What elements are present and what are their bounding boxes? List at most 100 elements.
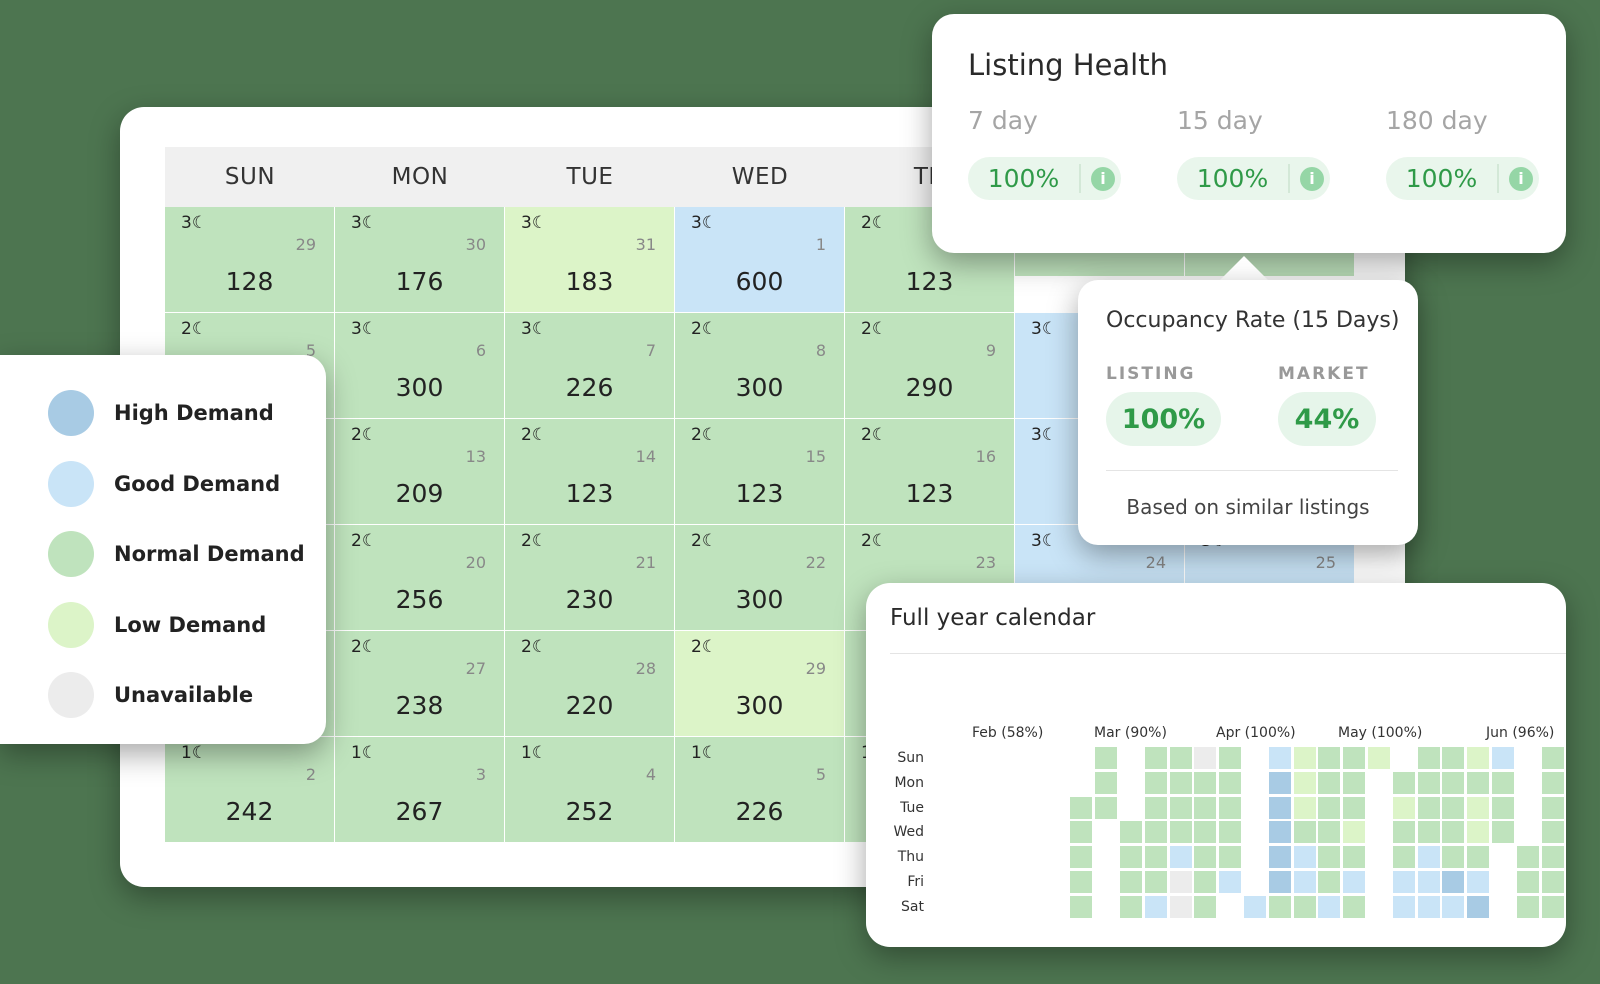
health-pill[interactable]: 100% i — [1177, 157, 1330, 200]
heatmap-day[interactable] — [1219, 871, 1242, 893]
heatmap-day[interactable] — [1144, 771, 1167, 794]
heatmap-day[interactable] — [1343, 871, 1366, 893]
heatmap-day[interactable] — [1516, 871, 1539, 893]
heatmap-day[interactable] — [1169, 895, 1192, 918]
heatmap-day[interactable] — [1169, 771, 1192, 794]
heatmap-day[interactable] — [1318, 821, 1341, 844]
heatmap-day[interactable] — [1417, 895, 1440, 918]
heatmap-day[interactable] — [1144, 846, 1167, 869]
heatmap-day[interactable] — [1268, 821, 1291, 844]
heatmap-day[interactable] — [1392, 821, 1415, 844]
heatmap-day[interactable] — [1392, 871, 1415, 893]
heatmap-day[interactable] — [1169, 821, 1192, 844]
heatmap-day[interactable] — [1144, 796, 1167, 819]
heatmap-day[interactable] — [1541, 747, 1564, 769]
heatmap-day[interactable] — [1194, 771, 1217, 794]
heatmap-day[interactable] — [1343, 895, 1366, 918]
calendar-day-cell[interactable]: 2☾ 29 300 — [675, 631, 845, 737]
heatmap-day[interactable] — [1467, 895, 1490, 918]
heatmap-day[interactable] — [1144, 821, 1167, 844]
heatmap-day[interactable] — [1144, 871, 1167, 893]
calendar-day-cell[interactable]: 1☾ 3 267 — [335, 737, 505, 843]
heatmap-day[interactable] — [1417, 796, 1440, 819]
calendar-day-cell[interactable]: 2☾ 16 123 — [845, 419, 1015, 525]
heatmap-day[interactable] — [1244, 895, 1266, 918]
info-icon[interactable]: i — [1091, 166, 1115, 191]
heatmap-day[interactable] — [1467, 747, 1490, 769]
heatmap-day[interactable] — [1070, 871, 1093, 893]
heatmap-day[interactable] — [1120, 871, 1142, 893]
heatmap-day[interactable] — [1070, 846, 1093, 869]
heatmap-day[interactable] — [1293, 821, 1316, 844]
heatmap-day[interactable] — [1194, 796, 1217, 819]
heatmap-day[interactable] — [1541, 846, 1564, 869]
heatmap-day[interactable] — [1194, 871, 1217, 893]
heatmap-day[interactable] — [1343, 821, 1366, 844]
heatmap-day[interactable] — [1392, 796, 1415, 819]
heatmap-day[interactable] — [1318, 771, 1341, 794]
heatmap-day[interactable] — [1417, 871, 1440, 893]
heatmap-day[interactable] — [1268, 796, 1291, 819]
heatmap-day[interactable] — [1516, 846, 1539, 869]
heatmap-day[interactable] — [1318, 796, 1341, 819]
heatmap-day[interactable] — [1144, 747, 1167, 769]
heatmap-day[interactable] — [1442, 747, 1465, 769]
calendar-day-cell[interactable]: 1☾ 5 226 — [675, 737, 845, 843]
heatmap-day[interactable] — [1219, 796, 1242, 819]
heatmap-day[interactable] — [1268, 871, 1291, 893]
heatmap-day[interactable] — [1070, 821, 1093, 844]
heatmap-day[interactable] — [1442, 871, 1465, 893]
calendar-day-cell[interactable]: 2☾ 15 123 — [675, 419, 845, 525]
heatmap-day[interactable] — [1343, 846, 1366, 869]
heatmap-day[interactable] — [1120, 821, 1142, 844]
heatmap-day[interactable] — [1293, 771, 1316, 794]
heatmap-day[interactable] — [1541, 796, 1564, 819]
calendar-day-cell[interactable]: 3☾ 6 300 — [335, 313, 505, 419]
heatmap-day[interactable] — [1293, 796, 1316, 819]
heatmap-day[interactable] — [1318, 895, 1341, 918]
heatmap-day[interactable] — [1467, 796, 1490, 819]
heatmap-day[interactable] — [1442, 895, 1465, 918]
calendar-day-cell[interactable]: 3☾ 7 226 — [505, 313, 675, 419]
heatmap-day[interactable] — [1219, 846, 1242, 869]
calendar-day-cell[interactable]: 2☾ 9 290 — [845, 313, 1015, 419]
heatmap-day[interactable] — [1318, 871, 1341, 893]
heatmap-day[interactable] — [1268, 846, 1291, 869]
health-pill[interactable]: 100% i — [968, 157, 1121, 200]
heatmap-day[interactable] — [1516, 895, 1539, 918]
heatmap-day[interactable] — [1343, 771, 1366, 794]
heatmap-day[interactable] — [1169, 747, 1192, 769]
heatmap-day[interactable] — [1219, 821, 1242, 844]
heatmap-day[interactable] — [1541, 771, 1564, 794]
info-icon[interactable]: i — [1509, 166, 1533, 191]
heatmap-day[interactable] — [1392, 895, 1415, 918]
heatmap-day[interactable] — [1194, 895, 1217, 918]
heatmap-day[interactable] — [1293, 846, 1316, 869]
heatmap-day[interactable] — [1392, 846, 1415, 869]
heatmap-day[interactable] — [1268, 747, 1291, 769]
heatmap-day[interactable] — [1194, 747, 1217, 769]
heatmap-day[interactable] — [1194, 821, 1217, 844]
heatmap-day[interactable] — [1120, 846, 1142, 869]
heatmap-day[interactable] — [1219, 771, 1242, 794]
info-icon[interactable]: i — [1300, 166, 1324, 191]
calendar-day-cell[interactable]: 1☾ 4 252 — [505, 737, 675, 843]
heatmap-day[interactable] — [1293, 747, 1316, 769]
heatmap-day[interactable] — [1268, 895, 1291, 918]
heatmap-day[interactable] — [1442, 846, 1465, 869]
calendar-day-cell[interactable]: 2☾ 28 220 — [505, 631, 675, 737]
heatmap-day[interactable] — [1219, 747, 1242, 769]
heatmap-day[interactable] — [1169, 796, 1192, 819]
calendar-day-cell[interactable]: 2☾ 14 123 — [505, 419, 675, 525]
heatmap-day[interactable] — [1467, 771, 1490, 794]
calendar-day-cell[interactable]: 2☾ 22 300 — [675, 525, 845, 631]
heatmap-day[interactable] — [1442, 796, 1465, 819]
heatmap-day[interactable] — [1417, 771, 1440, 794]
heatmap-day[interactable] — [1392, 771, 1415, 794]
heatmap-day[interactable] — [1442, 821, 1465, 844]
calendar-day-cell[interactable]: 2☾ 27 238 — [335, 631, 505, 737]
heatmap-day[interactable] — [1070, 895, 1093, 918]
heatmap-day[interactable] — [1318, 747, 1341, 769]
heatmap-day[interactable] — [1467, 871, 1490, 893]
heatmap-day[interactable] — [1368, 747, 1390, 769]
